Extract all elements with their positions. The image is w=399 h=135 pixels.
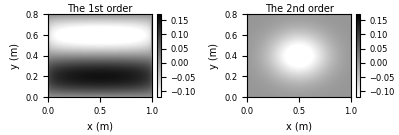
Y-axis label: y (m): y (m) [209,43,219,69]
Title: The 1st order: The 1st order [67,4,133,14]
X-axis label: x (m): x (m) [87,121,113,131]
Title: The 2nd order: The 2nd order [265,4,334,14]
Y-axis label: y (m): y (m) [10,43,20,69]
X-axis label: x (m): x (m) [286,121,312,131]
